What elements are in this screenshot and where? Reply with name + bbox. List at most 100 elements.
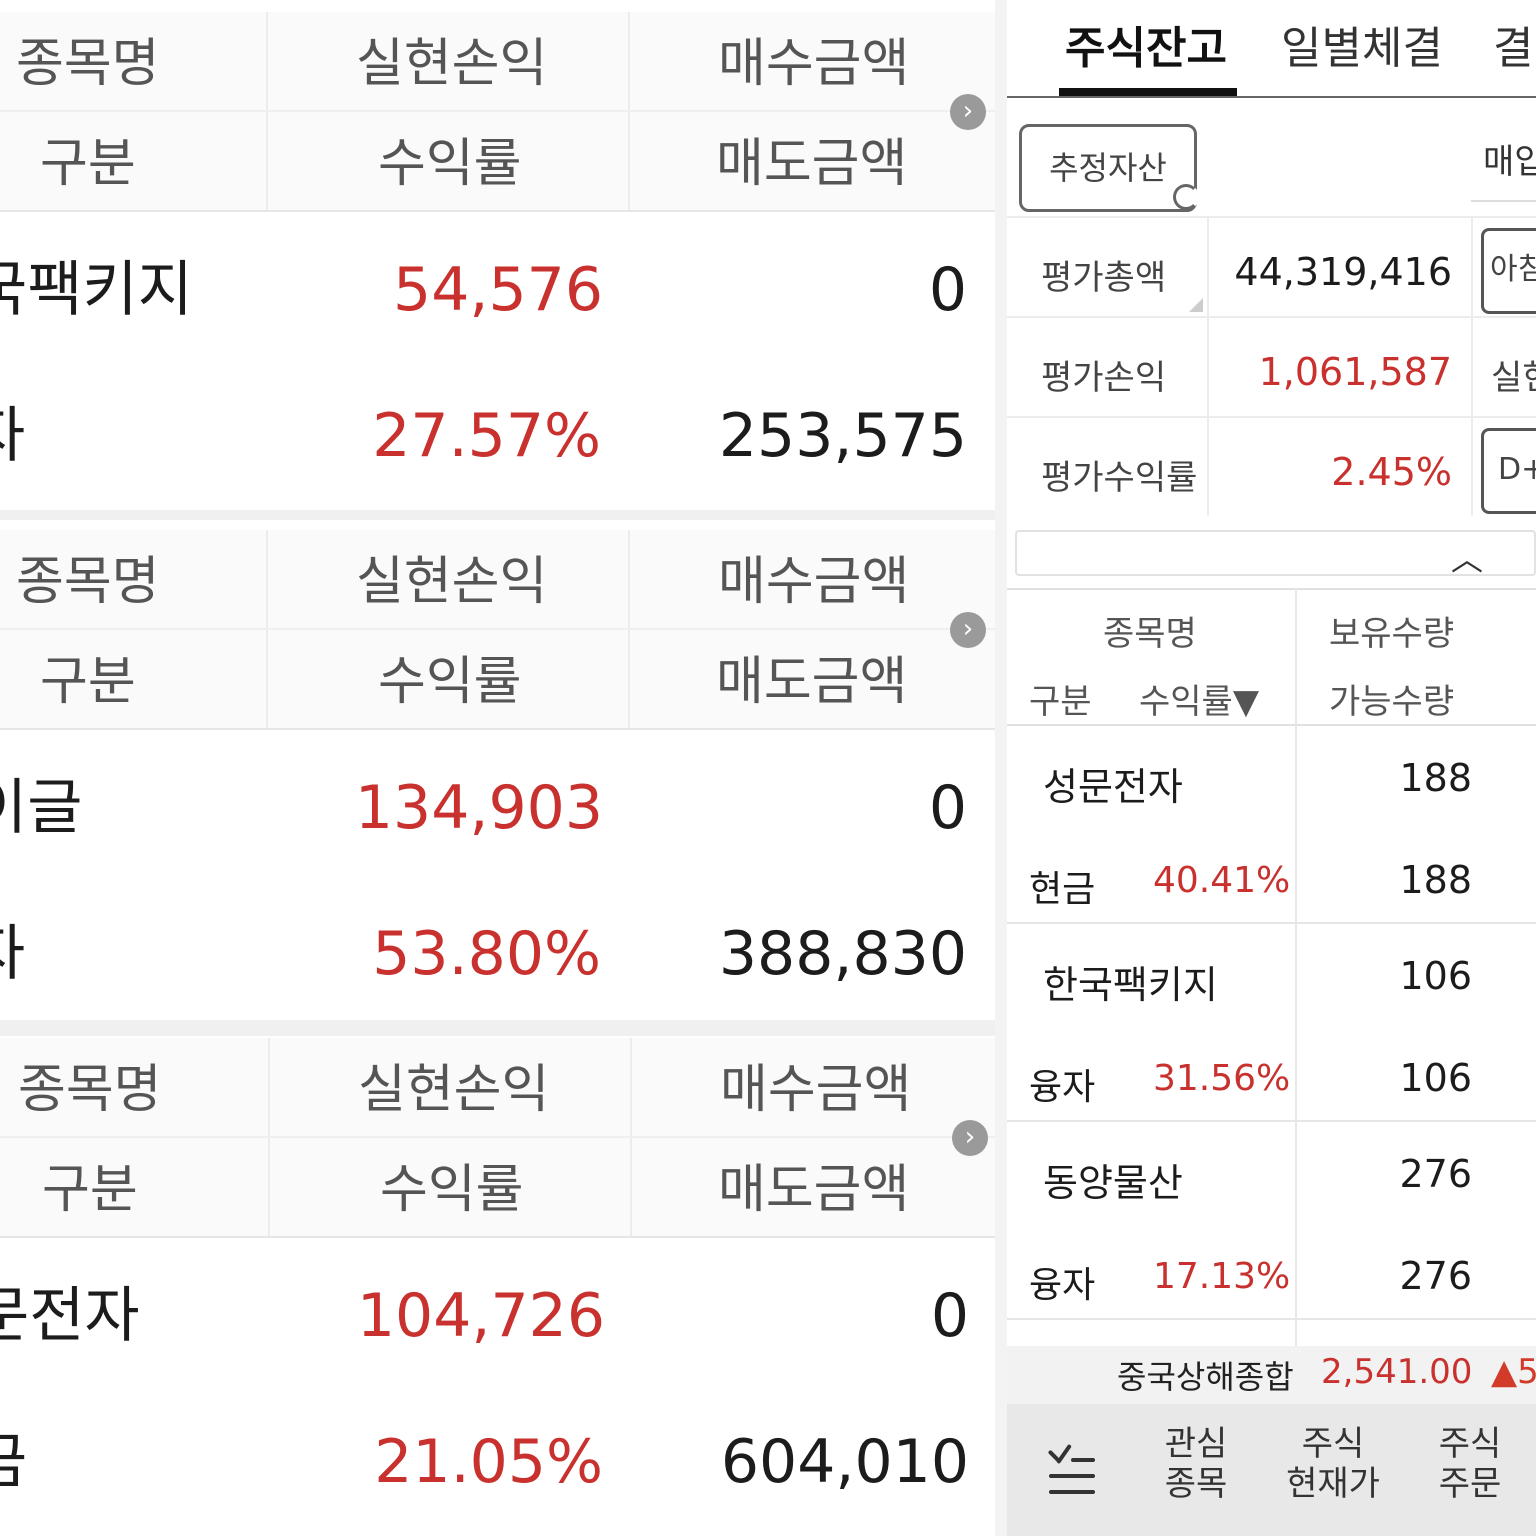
panel-header: 종목명 실현손익 매수금액 구분 수익률 매도금액 › [0,12,995,212]
realized-panel-2: 종목명 실현손익 매수금액 구분 수익률 매도금액 › 이글 134,903 0… [0,530,995,1020]
header-category: 구분 [40,134,136,194]
ticker-value: 2,541.00 [1321,1352,1473,1392]
sell-amount-value: 604,010 [720,1427,969,1497]
active-tab-indicator [1059,88,1237,96]
holdings-header: 종목명 보유수량 구분 수익률▼ 가능수량 [1007,588,1536,726]
buy-underline [1471,200,1536,202]
return-rate-value: 53.80% [372,919,601,989]
holding-category: 융자 [1029,1265,1096,1306]
holding-row[interactable]: 동양물산 276 융자 17.13% 276 [1007,1122,1536,1320]
summary-value: 1,061,587 [1258,350,1452,394]
summary-label: 평가수익률 [1041,458,1198,498]
summary-row-total: 평가총액 44,319,416 아침 [1007,216,1536,316]
buy-amount-value: 0 [930,1281,969,1351]
category-value: 자 [0,914,25,994]
header-stock-name: 종목명 [18,1060,162,1120]
tab-stock-balance[interactable]: 주식잔고 [1065,23,1227,74]
nav-current-price-line2: 현재가 [1286,1464,1380,1504]
header-return-rate: 수익률 [378,652,522,712]
nav-order[interactable]: 주식 주문 [1415,1424,1525,1504]
header-return-rate: 수익률 [378,134,522,194]
buy-amount-value: 0 [928,255,967,325]
holding-available-qty: 106 [1399,1056,1472,1100]
summary-value: 2.45% [1331,450,1452,494]
sell-amount-value: 253,575 [718,401,967,471]
nav-watchlist-line2: 종목 [1164,1464,1228,1504]
stock-name[interactable]: 문전자 [0,1281,140,1351]
category-value: 금 [0,1422,27,1502]
morning-button[interactable]: 아침 [1481,228,1536,314]
estimate-assets-label: 추정자산 [1049,149,1167,187]
header-available-qty: 가능수량 [1329,682,1455,722]
holding-held-qty: 106 [1399,954,1472,998]
realized-pl-value: 54,576 [393,255,603,325]
summary-section: 추정자산 매입 평가총액 44,319,416 아침 평가손익 1,061,58… [1007,100,1536,518]
header-realized-pl: 실현손익 [358,1060,550,1120]
holding-name: 동양물산 [1043,1161,1183,1205]
nav-current-price[interactable]: 주식 현재가 [1277,1424,1389,1504]
summary-row-pl: 평가손익 1,061,587 실현 [1007,316,1536,416]
nav-watchlist[interactable]: 관심 종목 [1141,1424,1251,1504]
realized-label-truncated: 실현 [1491,358,1536,398]
stock-name[interactable]: 국팩키지 [0,255,193,325]
holding-row[interactable]: 성문전자 188 현금 40.41% 188 [1007,726,1536,924]
bottom-nav: 관심 종목 주식 현재가 주식 주문 [1007,1404,1536,1536]
header-category: 구분 [42,1160,138,1220]
index-ticker[interactable]: 중국상해종합 2,541.00 ▲5 [1007,1346,1536,1404]
chevron-right-icon[interactable]: › [950,94,986,130]
sort-by-rate-button[interactable]: 수익률▼ [1139,682,1259,722]
d-plus-button-label: D+ [1498,452,1536,487]
column-divider [1295,588,1297,1348]
summary-label: 평가손익 [1041,358,1167,398]
corner-mark-icon [1189,298,1203,312]
holding-rate: 40.41% [1153,860,1291,901]
panel-header: 종목명 실현손익 매수금액 구분 수익률 매도금액 › [0,530,995,730]
panel-header: 종목명 실현손익 매수금액 구분 수익률 매도금액 › [0,1038,995,1238]
header-stock-name: 종목명 [16,552,160,612]
buy-amount-value: 0 [928,773,967,843]
realized-panel-1: 종목명 실현손익 매수금액 구분 수익률 매도금액 › 국팩키지 54,576 … [0,12,995,502]
holding-category: 현금 [1029,869,1096,910]
holding-name: 성문전자 [1043,765,1183,809]
summary-row-rate: 평가수익률 2.45% D+ [1007,416,1536,516]
header-sell-amount: 매도금액 [716,134,908,194]
holding-rate: 31.56% [1153,1058,1291,1099]
holding-held-qty: 276 [1399,1152,1472,1196]
ticker-name: 중국상해종합 [1117,1358,1294,1396]
tab-daily-execution[interactable]: 일별체결 [1281,23,1443,74]
header-sell-amount: 매도금액 [718,1160,910,1220]
header-held-qty: 보유수량 [1329,614,1455,654]
category-value: 자 [0,396,25,476]
chevron-right-icon[interactable]: › [952,1120,988,1156]
holding-row[interactable]: 한국팩키지 106 융자 31.56% 106 [1007,924,1536,1122]
header-stock-name: 종목명 [16,34,160,94]
nav-current-price-line1: 주식 [1301,1424,1365,1464]
nav-order-line2: 주문 [1438,1464,1502,1504]
tab-bar: 주식잔고 일별체결 결 [1007,0,1536,98]
stock-balance-pane: 주식잔고 일별체결 결 추정자산 매입 평가총액 44,319,416 아침 평… [1007,0,1536,1536]
summary-label: 평가총액 [1041,258,1167,298]
header-category: 구분 [40,652,136,712]
header-sell-amount: 매도금액 [716,652,908,712]
tab-settlement[interactable]: 결 [1493,23,1534,74]
d-plus-button[interactable]: D+ [1481,428,1536,514]
nav-watchlist-line1: 관심 [1164,1424,1228,1464]
summary-value: 44,319,416 [1234,250,1452,294]
stock-name[interactable]: 이글 [0,773,83,843]
holding-available-qty: 188 [1399,858,1472,902]
return-rate-value: 21.05% [374,1427,603,1497]
refresh-icon[interactable] [1173,184,1199,210]
holding-available-qty: 276 [1399,1254,1472,1298]
holding-rate: 17.13% [1153,1256,1291,1297]
header-category: 구분 [1029,682,1092,722]
buy-label-truncated: 매입 [1483,142,1536,182]
estimate-assets-button[interactable]: 추정자산 [1019,124,1197,212]
header-stock-name: 종목명 [1103,614,1197,654]
header-return-rate: 수익률 [380,1160,524,1220]
holding-name: 한국팩키지 [1043,963,1218,1007]
menu-icon[interactable] [1043,1440,1099,1500]
header-realized-pl: 실현손익 [356,552,548,612]
realized-panel-3: 종목명 실현손익 매수금액 구분 수익률 매도금액 › 문전자 104,726 … [0,1038,995,1526]
chevron-right-icon[interactable]: › [950,612,986,648]
collapse-toggle[interactable]: ︿ [1015,530,1536,578]
